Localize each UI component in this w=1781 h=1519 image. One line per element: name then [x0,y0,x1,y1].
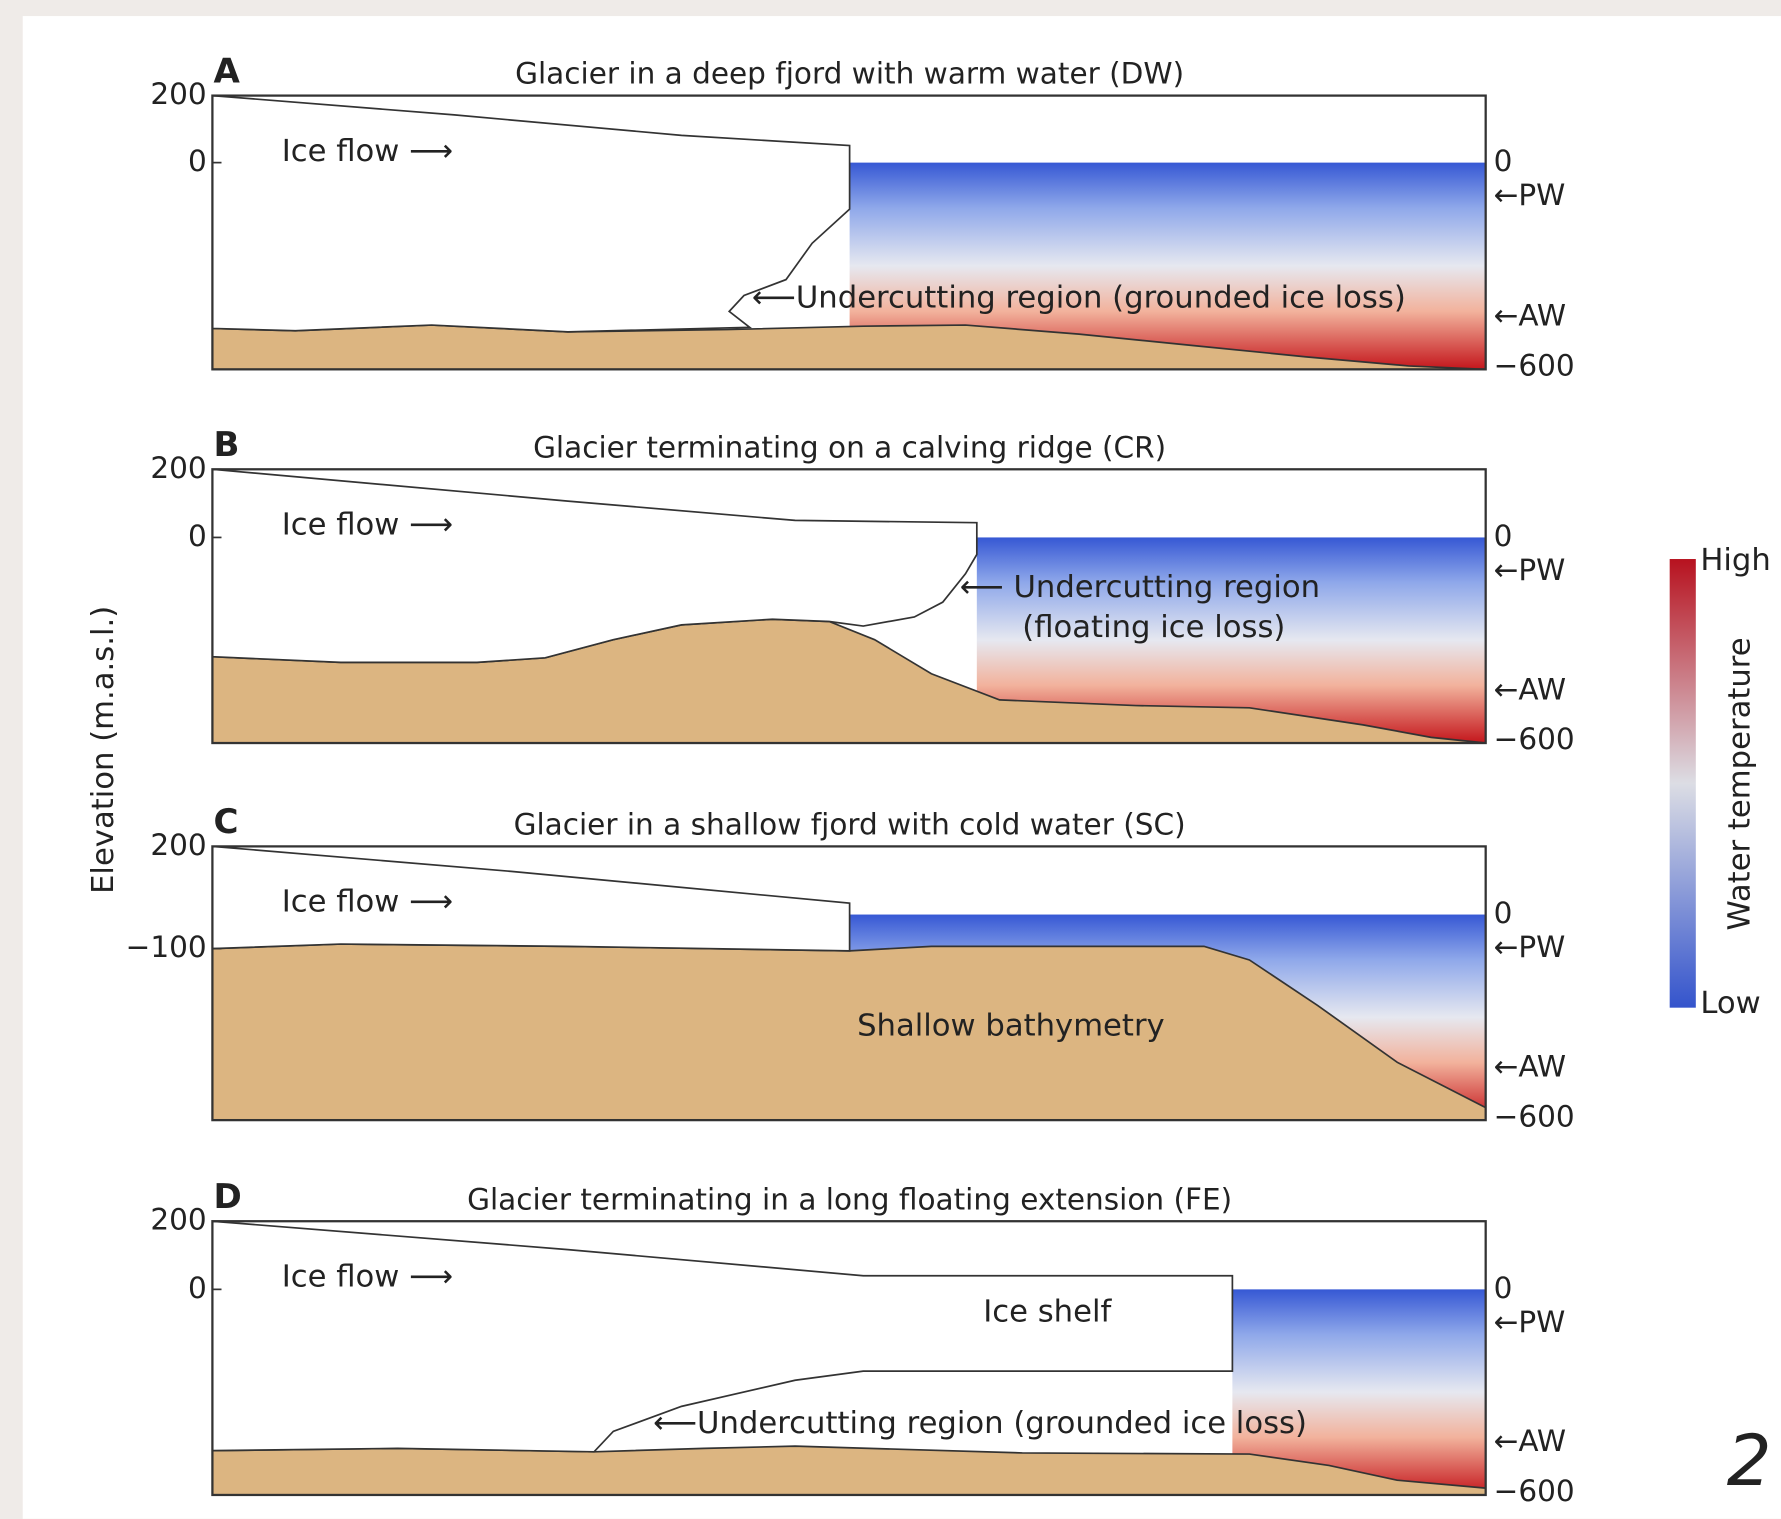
left-tick-label: 200 [150,451,206,485]
right-label: ←AW [1494,1424,1567,1458]
annotation: ⟵Undercutting region (grounded ice loss) [653,1406,1307,1441]
colorbar-label: Water temperature [1723,637,1758,930]
panel-letter: A [214,51,241,91]
annotation: Ice shelf [983,1295,1112,1330]
panel-title: Glacier terminating on a calving ridge (… [533,430,1166,464]
y-axis-label: Elevation (m.a.s.l.) [86,606,121,894]
left-tick-label: 200 [150,828,206,862]
right-label: 0 [1494,519,1513,553]
right-label: ←AW [1494,672,1567,706]
left-tick-label: 0 [188,519,207,553]
left-tick-label: 0 [188,144,207,178]
figure: Elevation (m.a.s.l.) High Low Water temp… [0,0,1781,1519]
right-label: 0 [1494,144,1513,178]
right-label: 0 [1494,896,1513,930]
right-label: ←PW [1494,930,1566,964]
annotation: ⟵Undercutting region (grounded ice loss) [752,280,1406,315]
right-label: −600 [1494,349,1575,383]
colorbar-low: Low [1700,986,1760,1021]
panel-letter: B [214,425,240,465]
flow-label: Ice flow ⟶ [282,885,453,920]
left-tick-label: 200 [150,1203,206,1237]
panel-letter: C [214,802,239,842]
flow-label: Ice flow ⟶ [282,1260,453,1295]
left-tick-label: 0 [188,1271,207,1305]
left-tick-label: 200 [150,77,206,111]
left-tick-label: −100 [126,930,207,964]
flow-label: Ice flow ⟶ [282,508,453,543]
right-label: ←PW [1494,553,1566,587]
right-label: −600 [1494,722,1575,756]
page-number: 2 [1727,1420,1772,1502]
right-label: −600 [1494,1474,1575,1508]
panel-title: Glacier in a deep fjord with warm water … [515,57,1184,91]
right-label: 0 [1494,1271,1513,1305]
flow-label: Ice flow ⟶ [282,134,453,169]
right-label: −600 [1494,1099,1575,1133]
colorbar-high: High [1700,543,1770,578]
right-label: ←AW [1494,1049,1567,1083]
panel-letter: D [214,1177,242,1217]
colorbar [1670,559,1696,1008]
annotation: ⟵ Undercutting region [960,570,1320,605]
annotation: Shallow bathymetry [857,1008,1165,1043]
right-label: ←AW [1494,299,1567,333]
annotation: (floating ice loss) [1022,610,1285,645]
page: {"y_axis_label": "Elevation (m.a.s.l.)",… [0,0,1781,1519]
panel-title: Glacier terminating in a long floating e… [467,1182,1232,1216]
right-label: ←PW [1494,1305,1566,1339]
panel-title: Glacier in a shallow fjord with cold wat… [514,807,1186,841]
right-label: ←PW [1494,178,1566,212]
